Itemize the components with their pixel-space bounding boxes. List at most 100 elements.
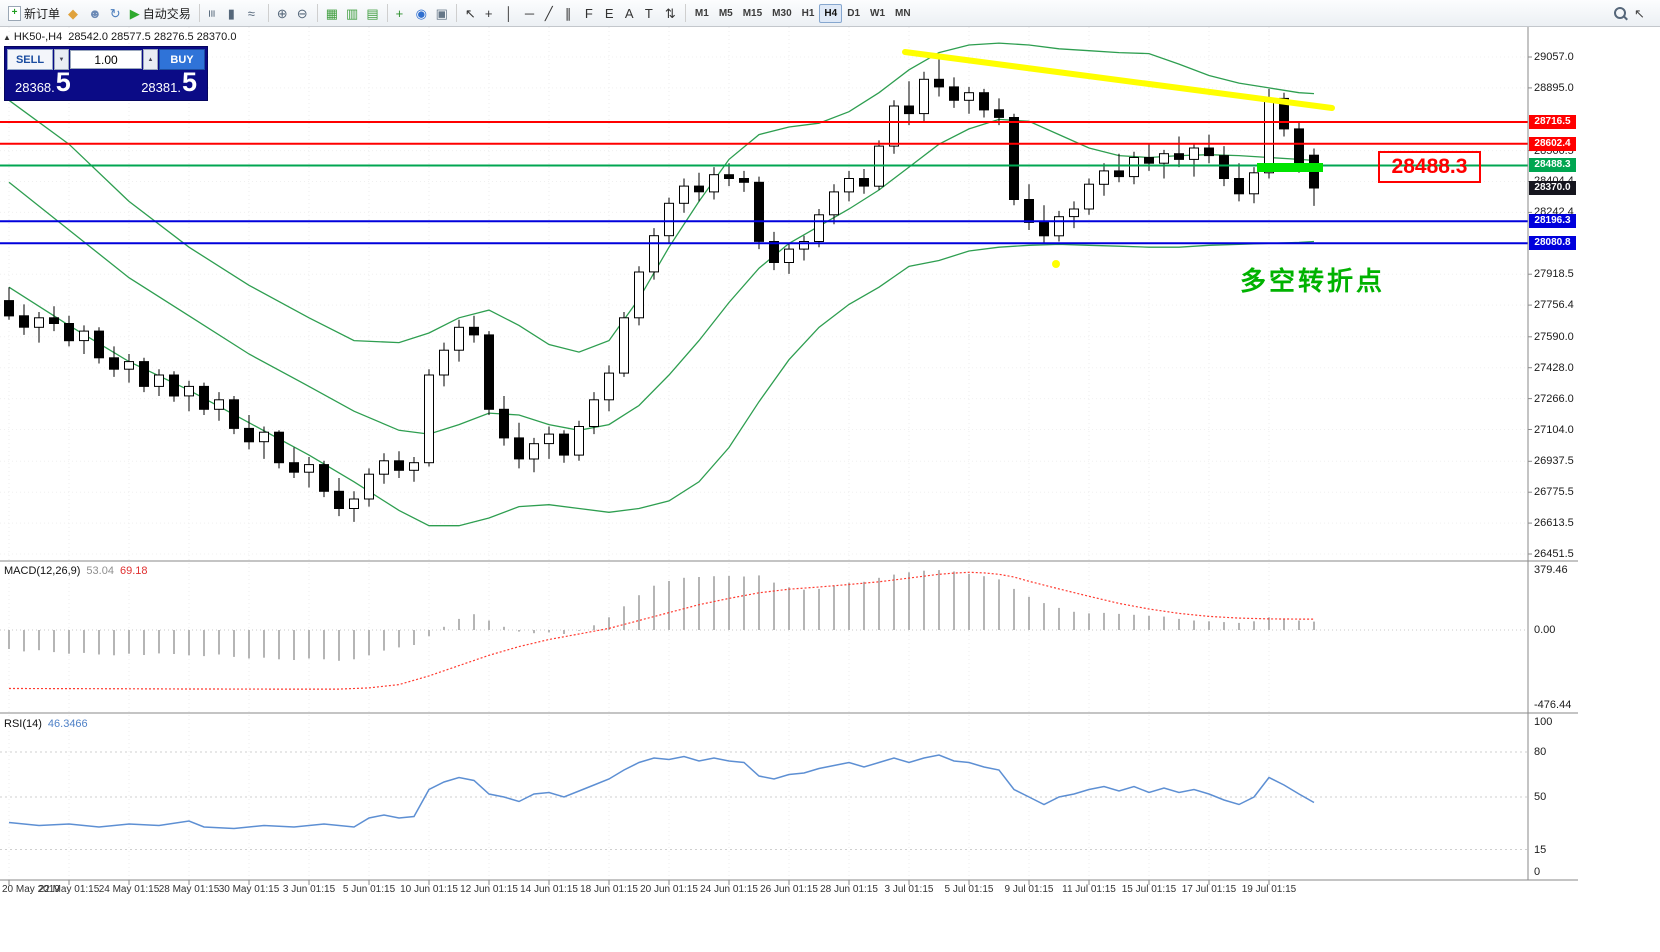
price-line-badge: 28080.8 — [1529, 236, 1576, 251]
bar-chart-button[interactable]: ≡ — [204, 2, 224, 24]
date-axis-label: 15 Jul 01:15 — [1121, 884, 1177, 895]
date-axis-label: 11 Jul 01:15 — [1062, 884, 1116, 895]
horizontal-line-button[interactable]: ─ — [521, 2, 541, 24]
autotrade-button[interactable]: ▶ 自动交易 — [126, 2, 195, 24]
price-line-badge: 28370.0 — [1529, 181, 1576, 196]
profile-button[interactable]: ☻ — [84, 2, 106, 24]
vertical-line-button[interactable]: │ — [501, 2, 521, 24]
trendline-button[interactable]: ╱ — [541, 2, 561, 24]
timeframe-m5-button[interactable]: M5 — [714, 4, 738, 23]
trendline-icon: ╱ — [544, 5, 553, 21]
bar-chart-icon: ≡ — [204, 9, 220, 17]
price-level-annotation[interactable]: 28488.3 — [1378, 151, 1481, 183]
date-axis-label: 14 Jun 01:15 — [520, 884, 578, 895]
sell-price: 28368. 5 — [15, 67, 71, 97]
new-chart-button[interactable]: + — [392, 2, 412, 24]
text-icon: A — [624, 5, 634, 21]
price-tick-label: 26451.5 — [1534, 547, 1574, 560]
crosshair-icon: + — [484, 5, 493, 21]
timeframe-h1-button[interactable]: H1 — [797, 4, 820, 23]
search-button[interactable] — [1610, 2, 1630, 24]
timeframe-h4-button[interactable]: H4 — [819, 3, 843, 23]
crosshair-button[interactable]: + — [481, 2, 501, 24]
mql5-button[interactable]: ◆ — [64, 2, 84, 24]
price-tick-label: 26937.5 — [1534, 455, 1574, 468]
date-axis-label: 5 Jul 01:15 — [944, 884, 994, 895]
toolbar-right: ↖ — [1610, 0, 1656, 26]
turning-point-annotation[interactable]: 多空转折点 — [1240, 266, 1386, 296]
cursor-button[interactable]: ↖ — [461, 2, 481, 24]
price-line-badge: 28488.3 — [1529, 158, 1576, 173]
timeframe-m15-button[interactable]: M15 — [738, 4, 767, 23]
text-button[interactable]: A — [621, 2, 641, 24]
chart-ohlc-header: ▲ HK50-,H4 28542.0 28577.5 28276.5 28370.0 — [3, 31, 242, 43]
chart-properties-icon: ▣ — [435, 5, 448, 21]
macd-indicator-label: MACD(12,26,9) 53.04 69.18 — [4, 565, 148, 577]
volume-input[interactable] — [70, 50, 142, 69]
chevron-down-icon: ▼ — [58, 56, 65, 63]
volume-up-button[interactable]: ▲ — [143, 49, 158, 70]
price-tick-label: 27756.4 — [1534, 299, 1574, 312]
vertical-line-icon: │ — [504, 5, 514, 21]
refresh-button[interactable]: ↻ — [106, 2, 126, 24]
price-line-badge: 28602.4 — [1529, 136, 1576, 151]
candlestick-chart-icon: ▮ — [227, 5, 235, 21]
price-axis[interactable]: 29057.028895.028566.528404.428242.427918… — [1529, 0, 1599, 952]
timeframe-d1-button[interactable]: D1 — [842, 4, 865, 23]
arrows-tool-button[interactable]: ⇅ — [661, 2, 681, 24]
symbols-globe-icon: ◉ — [415, 5, 427, 21]
zoom-in-button[interactable]: ⊕ — [273, 2, 293, 24]
pointer-button[interactable]: ↖ — [1630, 2, 1650, 24]
toolbar-separator — [198, 4, 200, 22]
autotrade-icon: ▶ — [129, 5, 140, 21]
price-tick-label: 26775.5 — [1534, 486, 1574, 499]
equidistant-channel-button[interactable]: ∥ — [561, 2, 581, 24]
search-icon — [1614, 7, 1626, 19]
chart-window-b-button[interactable]: ▤ — [362, 2, 382, 24]
timeframe-w1-button[interactable]: W1 — [865, 4, 890, 23]
pointer-icon: ↖ — [1634, 5, 1645, 21]
zoom-in-icon: ⊕ — [276, 5, 288, 21]
price-line-badge: 28196.3 — [1529, 214, 1576, 229]
buy-button[interactable]: BUY — [159, 49, 205, 70]
new-order-button[interactable]: + 新订单 — [4, 2, 64, 24]
timeframe-m1-button[interactable]: M1 — [690, 4, 714, 23]
zoom-out-button[interactable]: ⊖ — [293, 2, 313, 24]
date-axis-label: 3 Jul 01:15 — [884, 884, 934, 895]
symbol-period-label: HK50-,H4 — [13, 31, 63, 43]
tile-windows-button[interactable]: ▦ — [322, 2, 342, 24]
date-axis-label: 9 Jul 01:15 — [1004, 884, 1054, 895]
timeframe-mn-button[interactable]: MN — [890, 4, 916, 23]
chevron-up-icon: ▲ — [147, 56, 154, 63]
date-axis-label: 3 Jun 01:15 — [282, 884, 336, 895]
date-axis-label: 28 Jun 01:15 — [820, 884, 878, 895]
date-axis-label: 10 Jun 01:15 — [400, 884, 458, 895]
fibonacci-button[interactable]: F — [581, 2, 601, 24]
sell-button[interactable]: SELL — [7, 49, 53, 70]
macd-scale-label: -476.44 — [1534, 699, 1572, 712]
timeframe-m30-button[interactable]: M30 — [767, 4, 796, 23]
line-chart-button[interactable]: ≈ — [244, 2, 264, 24]
one-click-trading-panel: SELL ▼ ▲ BUY 28368.5 28381.5 — [4, 46, 208, 101]
symbols-globe-button[interactable]: ◉ — [412, 2, 432, 24]
volume-down-button[interactable]: ▼ — [54, 49, 69, 70]
price-tick-label: 27590.0 — [1534, 330, 1574, 343]
date-axis-label: 20 May 2019 — [2, 884, 60, 895]
chart-window-a-icon: ▥ — [346, 5, 359, 21]
price-tick-label: 27104.0 — [1534, 423, 1574, 436]
toolbar-separator — [267, 4, 269, 22]
date-axis-label: 17 Jul 01:15 — [1181, 884, 1237, 895]
chart-properties-button[interactable]: ▣ — [432, 2, 452, 24]
date-axis-label: 20 Jun 01:15 — [640, 884, 698, 895]
date-axis-label: 18 Jun 01:15 — [580, 884, 638, 895]
chart-window-a-button[interactable]: ▥ — [342, 2, 362, 24]
refresh-icon: ↻ — [109, 5, 121, 21]
ohlc-values: 28542.0 28577.5 28276.5 28370.0 — [68, 31, 237, 43]
rsi-scale-label: 15 — [1534, 843, 1547, 856]
text-label-button[interactable]: T — [641, 2, 661, 24]
price-tick-label: 27266.0 — [1534, 392, 1574, 405]
candlestick-chart-button[interactable]: ▮ — [224, 2, 244, 24]
ellipse-button[interactable]: E — [601, 2, 621, 24]
